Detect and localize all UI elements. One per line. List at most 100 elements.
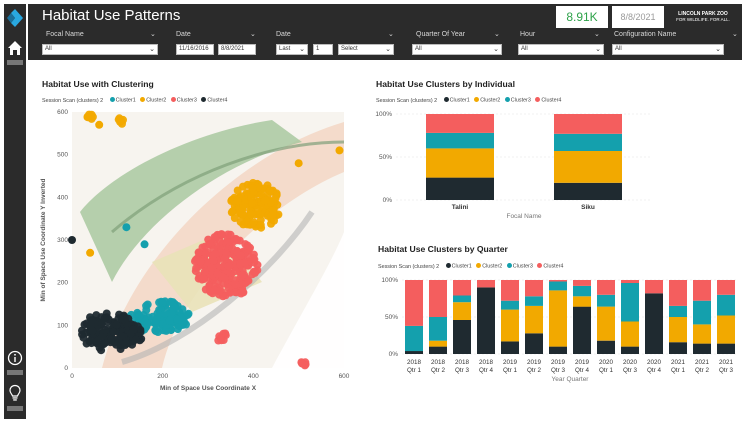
y-tick-label: 100% <box>381 277 398 284</box>
x-tick-label-quarter: Qtr 2 <box>431 367 445 374</box>
x-tick-label-year: 2018 <box>479 359 494 366</box>
scatter-point <box>238 210 247 219</box>
bar-segment-cluster2 <box>453 302 471 320</box>
bar-stack <box>426 114 494 200</box>
hour-select[interactable]: All ⌄ <box>518 44 604 55</box>
date-relative-count-input[interactable]: 1 <box>313 44 333 55</box>
scatter-point <box>162 326 171 335</box>
observation-count-card: 8.91K <box>556 6 608 28</box>
bar-segment-cluster4 <box>693 280 711 301</box>
scatter-point <box>247 210 256 219</box>
habitat-scatter-chart[interactable]: 0 200 400 600 0 100 200 300 400 500 600 Min of Spac… <box>36 106 352 396</box>
config-label: Configuration Name <box>614 31 677 38</box>
chevron-down-icon[interactable]: ⌄ <box>388 31 394 38</box>
chevron-down-icon[interactable]: ⌄ <box>150 31 156 38</box>
scatter-point <box>68 236 76 244</box>
bar-segment-cluster4 <box>453 280 471 296</box>
bar-stack <box>453 280 471 354</box>
app-logo-icon[interactable] <box>6 7 24 29</box>
legend-title: Session Scan (clusters) 2 <box>376 97 438 104</box>
scatter-point <box>129 325 138 334</box>
focal-name-select[interactable]: All ⌄ <box>42 44 158 55</box>
scatter-point <box>200 267 209 276</box>
x-tick-label-quarter: Qtr 2 <box>695 367 709 374</box>
chevron-down-icon[interactable]: ⌄ <box>594 31 600 38</box>
bar-stack <box>405 280 423 354</box>
scatter-point <box>217 336 226 345</box>
chevron-down-icon[interactable]: ⌄ <box>494 31 500 38</box>
bar-segment-cluster2 <box>429 340 447 347</box>
x-tick-label-year: 2018 <box>431 359 446 366</box>
legend-cluster4-dot <box>201 97 207 102</box>
x-tick-label-quarter: Qtr 3 <box>455 367 469 374</box>
legend-cluster4-label: Cluster4 <box>207 97 228 104</box>
nav-divider <box>7 370 23 375</box>
scatter-point <box>244 276 253 285</box>
left-nav-rail <box>4 4 26 419</box>
x-tick-label-year: 2020 <box>647 359 662 366</box>
x-axis-title: Year Quarter <box>552 376 590 383</box>
x-tick-label-quarter: Qtr 4 <box>647 367 661 374</box>
bar-segment-cluster3 <box>621 283 639 322</box>
scatter-point <box>116 116 125 125</box>
scatter-point <box>140 240 149 249</box>
x-tick-label-quarter: Qtr 1 <box>503 367 517 374</box>
legend-cluster2-dot <box>474 97 480 102</box>
legend-cluster1-dot <box>443 97 449 102</box>
scatter-point <box>238 271 247 280</box>
bar-segment-cluster1 <box>429 346 447 354</box>
scatter-point <box>131 335 140 344</box>
x-axis-title: Min of Space Use Coordinate X <box>160 385 257 392</box>
hour-label: Hour <box>520 31 536 38</box>
bar-segment-cluster4 <box>477 280 495 288</box>
scatter-point <box>112 340 121 349</box>
scatter-point <box>142 301 151 310</box>
date-relative-mode-select[interactable]: Last ⌄ <box>276 44 308 55</box>
bar-segment-cluster1 <box>597 340 615 354</box>
config-select[interactable]: All ⌄ <box>612 44 724 55</box>
x-tick-label-year: 2018 <box>455 359 470 366</box>
info-icon[interactable] <box>7 350 23 366</box>
scatter-point <box>165 316 174 325</box>
date-end-input[interactable]: 8/8/2021 <box>218 44 256 55</box>
bar-segment-cluster4 <box>501 280 519 301</box>
scatter-point <box>173 315 182 324</box>
scatter-point <box>109 327 118 336</box>
legend-cluster1-label: Cluster1 <box>451 263 472 270</box>
bar-segment-cluster1 <box>693 343 711 354</box>
y-tick-label: 500 <box>57 152 68 159</box>
scatter-point <box>222 249 231 258</box>
individual-stacked-bar-chart[interactable]: 0% 50% 100% Talini Siku Focal Name <box>370 106 740 224</box>
date-relative-unit-select[interactable]: Select ⌄ <box>338 44 394 55</box>
bar-segment-cluster4 <box>717 280 735 295</box>
scatter-point <box>143 319 152 328</box>
outlier-points <box>68 120 344 257</box>
chevron-down-icon: ⌄ <box>715 46 721 53</box>
nav-divider <box>7 406 23 411</box>
map-moat <box>121 210 315 365</box>
scatter-point <box>199 273 208 282</box>
report-header: Habitat Use Patterns 8.91K 8/8/2021 LINC… <box>28 4 742 28</box>
scatter-point <box>122 223 131 232</box>
quarter-select[interactable]: All ⌄ <box>412 44 502 55</box>
scatter-point <box>82 339 91 348</box>
x-tick-label: 0 <box>70 373 74 380</box>
legend-cluster2-label: Cluster2 <box>480 97 501 104</box>
scatter-point <box>196 257 205 266</box>
chevron-down-icon: ⌄ <box>299 46 305 53</box>
scatter-point <box>248 184 257 193</box>
chevron-down-icon[interactable]: ⌄ <box>250 31 256 38</box>
scatter-point <box>151 326 160 335</box>
chevron-down-icon[interactable]: ⌄ <box>732 31 738 38</box>
bar-segment-cluster3 <box>426 132 494 149</box>
home-icon[interactable] <box>7 40 23 56</box>
date-start-input[interactable]: 11/16/2016 <box>176 44 214 55</box>
series-cluster2 <box>83 110 283 232</box>
legend-cluster3-dot <box>170 97 176 102</box>
scatter-point <box>297 359 306 368</box>
bar-stack <box>717 280 735 354</box>
scatter-chart-title: Habitat Use with Clustering <box>42 79 154 89</box>
lightbulb-icon[interactable] <box>8 384 22 402</box>
legend-cluster4-label: Cluster4 <box>543 263 564 270</box>
